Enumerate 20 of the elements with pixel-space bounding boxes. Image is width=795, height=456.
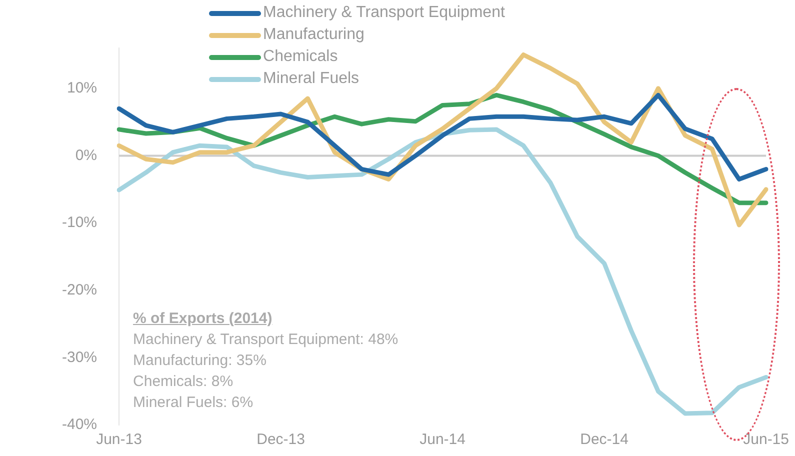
legend-label: Manufacturing [263, 25, 364, 45]
x-tick-label: Jun-14 [420, 431, 466, 448]
legend-label: Machinery & Transport Equipment [263, 3, 505, 23]
annotation: Mineral Fuels: 6% [133, 393, 254, 413]
annotation: Chemicals: 8% [133, 372, 234, 392]
x-tick-label: Jun-13 [96, 431, 142, 448]
y-tick-label: 10% [66, 80, 98, 97]
y-tick-label: -40% [62, 416, 98, 434]
annotation: Manufacturing: 35% [133, 351, 268, 371]
y-tick-label: -10% [62, 214, 98, 232]
annotation: % of Exports (2014) [133, 309, 274, 329]
y-tick-label: -20% [62, 282, 98, 298]
y-tick-label: -30% [62, 348, 98, 366]
x-tick-label: Jun-15 [743, 431, 790, 448]
x-tick-label: Dec-14 [580, 431, 628, 448]
legend-label: Chemicals [263, 47, 338, 67]
legend-label: Mineral Fuels [263, 69, 360, 89]
x-tick-label: Dec-13 [256, 431, 305, 448]
y-tick-label: 0% [75, 146, 98, 164]
annotation: Machinery & Transport Equipment: 48% [133, 330, 398, 350]
